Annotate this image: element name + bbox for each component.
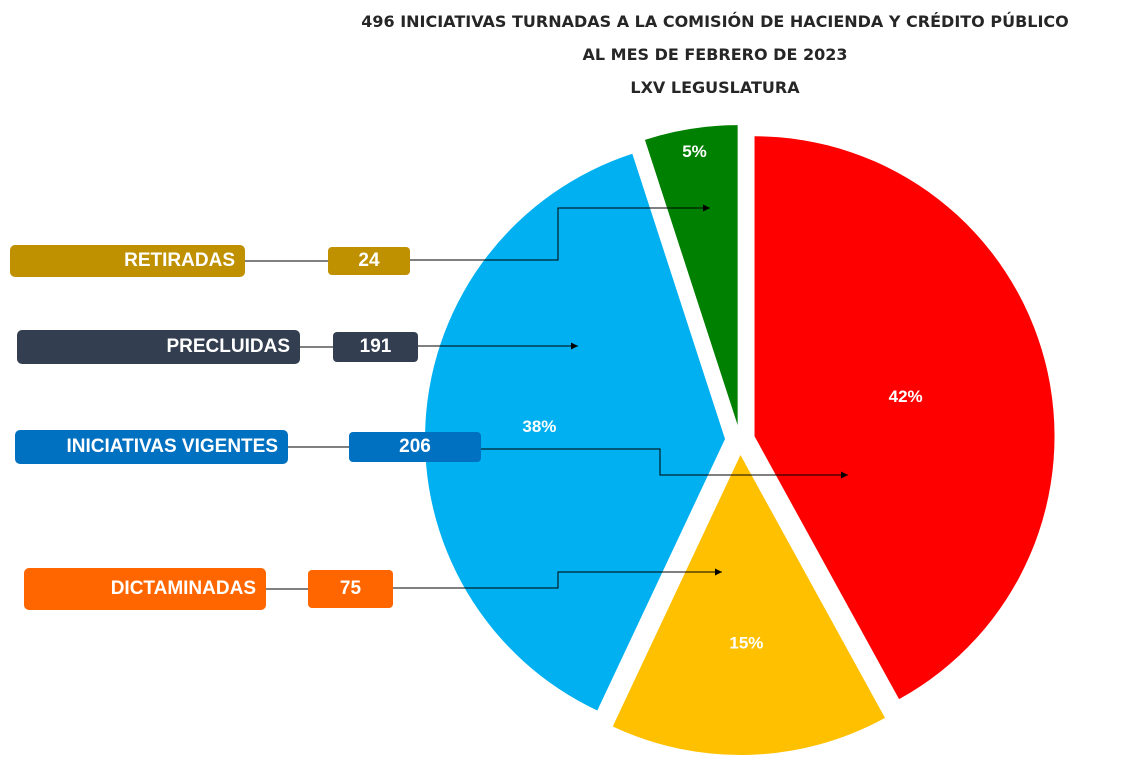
chart-title: 496 INICIATIVAS TURNADAS A LA COMISIÓN D…	[361, 12, 1069, 31]
chart-title: LXV LEGUSLATURA	[630, 78, 800, 97]
category-box	[15, 430, 288, 464]
category-box	[10, 245, 245, 277]
count-label: 24	[358, 250, 380, 271]
category-label: PRECLUIDAS	[166, 336, 290, 357]
arrow	[393, 568, 722, 589]
pie-slice	[644, 125, 738, 426]
arrow	[481, 448, 848, 479]
count-box	[333, 332, 418, 362]
slice-label: 5%	[682, 142, 707, 161]
count-box	[328, 247, 410, 275]
category-label: INICIATIVAS VIGENTES	[67, 436, 279, 457]
count-box	[349, 432, 481, 462]
pie-slice	[612, 454, 885, 755]
count-label: 75	[340, 578, 362, 599]
category-label: RETIRADAS	[124, 250, 235, 271]
arrow	[410, 204, 710, 261]
category-box	[24, 568, 266, 610]
slice-label: 42%	[889, 387, 923, 406]
slice-label: 38%	[522, 417, 556, 436]
count-box	[308, 570, 393, 608]
pie-slice	[425, 153, 726, 711]
pie-slice	[754, 136, 1055, 700]
chart-title: AL MES DE FEBRERO DE 2023	[583, 45, 848, 64]
count-label: 206	[399, 436, 431, 457]
category-box	[17, 330, 300, 364]
slice-label: 15%	[729, 633, 763, 652]
category-label: DICTAMINADAS	[111, 578, 256, 599]
count-label: 191	[360, 336, 392, 357]
